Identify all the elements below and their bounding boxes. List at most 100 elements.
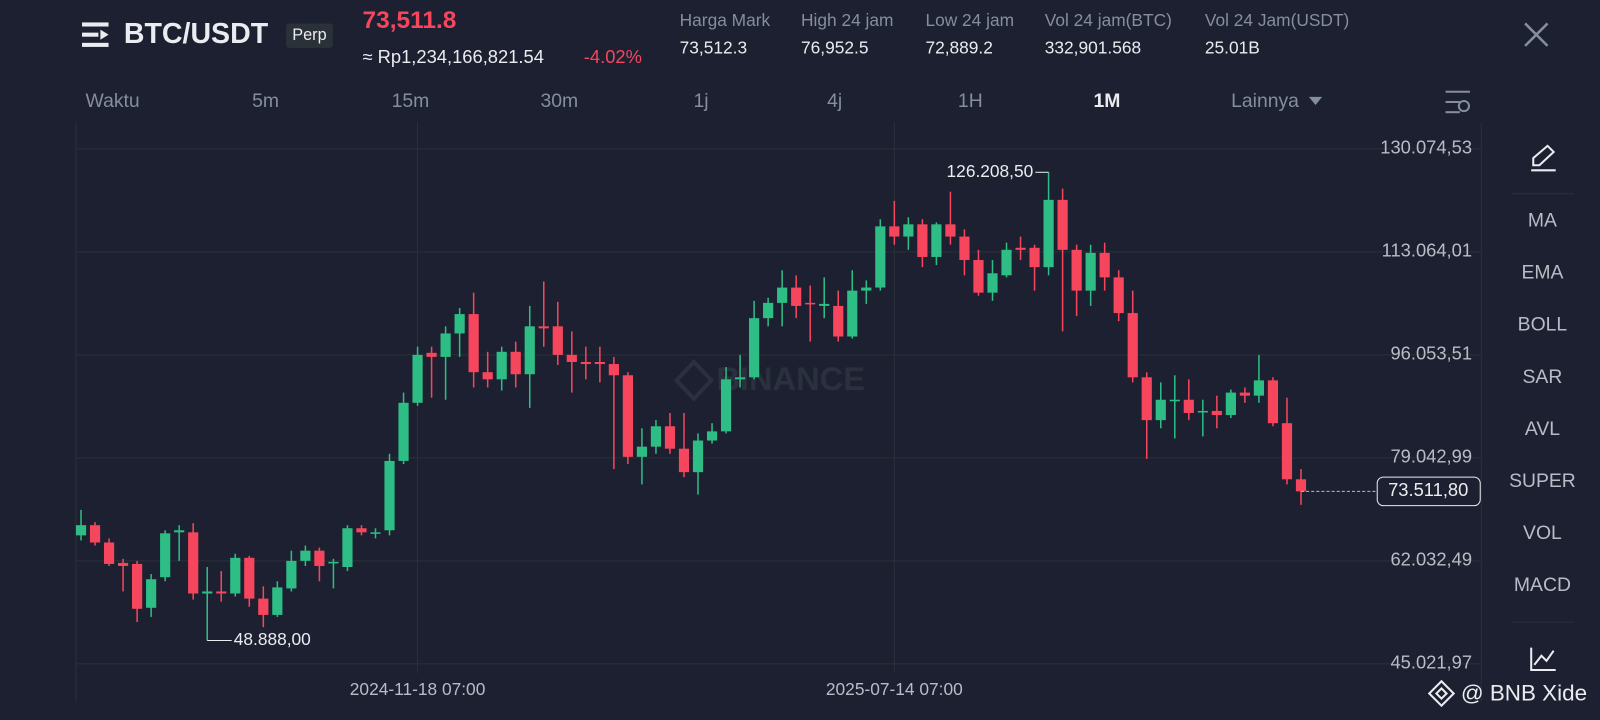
- candle-body: [454, 314, 465, 334]
- candle-body: [959, 236, 970, 261]
- annotation-label: 126.208,50: [947, 161, 1034, 181]
- indicator-button[interactable]: AVL: [1525, 418, 1560, 440]
- x-tick-label: 2025-07-14 07:00: [826, 679, 963, 699]
- candle-body: [1211, 410, 1222, 416]
- stat-value: 332,901.568: [1045, 38, 1141, 58]
- indicator-button[interactable]: BOLL: [1518, 314, 1568, 336]
- candle-body: [314, 550, 325, 566]
- candle-body: [720, 379, 732, 432]
- candle-body: [538, 326, 549, 329]
- candle-body: [440, 333, 451, 357]
- candle-body: [608, 364, 619, 376]
- x-tick-label: 2024-11-18 07:00: [350, 679, 486, 699]
- tab[interactable]: 4j: [827, 90, 842, 112]
- stat-label: Vol 24 Jam(USDT): [1205, 10, 1349, 30]
- candle-body: [1253, 380, 1265, 396]
- y-tick-label: 113.064,01: [1382, 240, 1472, 261]
- plot: 130.074,53 113.064,01 96.053,51 79.042,99 62…: [75, 122, 1482, 699]
- candle-body: [1267, 380, 1279, 424]
- candle-body: [805, 302, 816, 305]
- change: -4.02%: [584, 46, 642, 67]
- candle-body: [1197, 410, 1208, 413]
- candle-body: [664, 426, 676, 449]
- close-button[interactable]: [1524, 22, 1549, 47]
- candle-body: [75, 525, 87, 536]
- indicator-button[interactable]: EMA: [1521, 262, 1563, 284]
- candle-body: [300, 550, 311, 561]
- candle-body: [510, 351, 521, 375]
- candle-body: [328, 561, 339, 564]
- tab[interactable]: 1j: [694, 90, 709, 112]
- candle-body: [1113, 277, 1124, 314]
- candle-body: [861, 287, 872, 291]
- candle-body: [524, 326, 535, 375]
- candle-body: [1225, 392, 1236, 416]
- candle-body: [903, 224, 914, 237]
- candle-body: [1015, 247, 1026, 250]
- candle-body: [566, 354, 577, 363]
- candle-body: [678, 448, 690, 473]
- candle-body: [1239, 392, 1250, 396]
- tab[interactable]: 15m: [392, 90, 430, 112]
- candle-body: [1155, 399, 1166, 421]
- candle-body: [650, 426, 662, 447]
- indicator-button[interactable]: SUPER: [1509, 470, 1576, 492]
- candle-body: [945, 224, 956, 237]
- stat-value: 25.01B: [1205, 38, 1260, 58]
- menu-icon[interactable]: [82, 22, 109, 47]
- candle-body: [160, 533, 171, 578]
- y-tick-label: 79.042,99: [1390, 446, 1472, 467]
- candle-body: [384, 460, 395, 531]
- candle-body: [1183, 399, 1194, 413]
- indicator-button[interactable]: SAR: [1523, 366, 1563, 388]
- candle-body: [1043, 199, 1054, 268]
- tab[interactable]: 1H: [958, 90, 983, 112]
- tag: Perp: [292, 26, 326, 44]
- candle-body: [749, 318, 760, 378]
- stat-value: 72,889.2: [925, 38, 992, 58]
- candle-body: [174, 530, 185, 533]
- indicator-list: MA EMA BOLL SAR AVL SUPER VOL MACD: [1509, 209, 1576, 596]
- candle-body: [496, 351, 507, 380]
- candle-body: [216, 591, 227, 594]
- candle-body: [1085, 252, 1096, 291]
- candle-body: [1099, 252, 1110, 278]
- fiat-price: ≈ Rp1,234,166,821.54: [362, 46, 543, 67]
- candle-body: [426, 352, 437, 357]
- candle-body: [1029, 247, 1040, 268]
- settings-icon[interactable]: [1445, 90, 1471, 114]
- y-tick-label: 62.032,49: [1390, 549, 1472, 570]
- price: 73,511.8: [362, 7, 456, 34]
- candle-body: [1071, 249, 1082, 291]
- tab[interactable]: Waktu: [86, 90, 140, 112]
- candle-body: [1281, 423, 1293, 480]
- indicator-button[interactable]: MA: [1528, 209, 1557, 231]
- tab[interactable]: 30m: [540, 90, 578, 112]
- y-tick-label: 45.021,97: [1390, 652, 1472, 673]
- draw-tool-icon[interactable]: [1531, 144, 1556, 172]
- tab-bar: Waktu 5m 15m 30m 1j 4j 1H 1M Lainnya: [86, 90, 1300, 112]
- footer-logo: [1427, 679, 1456, 708]
- tab[interactable]: 5m: [252, 90, 279, 112]
- candle-body: [931, 224, 942, 257]
- footer-text: @ BNB Xide: [1461, 680, 1587, 705]
- tab[interactable]: Lainnya: [1231, 90, 1299, 112]
- indicator-button[interactable]: MACD: [1514, 574, 1571, 596]
- candle-body: [1295, 479, 1307, 492]
- candle-body: [370, 532, 381, 534]
- chart-type-icon[interactable]: [1530, 647, 1556, 672]
- candle-body: [89, 525, 101, 543]
- candle-body: [468, 314, 479, 373]
- candle-body: [1169, 399, 1180, 402]
- candle-body: [692, 440, 704, 473]
- candle-body: [230, 557, 241, 594]
- stat-label: Vol 24 jam(BTC): [1045, 10, 1172, 30]
- last-price-label: 73.511,80: [1388, 479, 1468, 500]
- indicator-button[interactable]: VOL: [1523, 522, 1562, 544]
- dropdown-arrow: [1308, 96, 1323, 106]
- candle-body: [847, 290, 858, 337]
- tab[interactable]: 1M: [1094, 90, 1121, 112]
- candle-body: [1001, 249, 1012, 276]
- stat-value: 76,952.5: [801, 38, 868, 58]
